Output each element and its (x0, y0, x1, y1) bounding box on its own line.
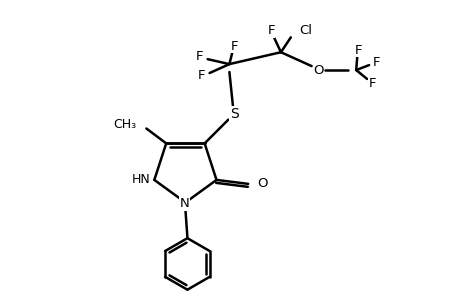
Text: F: F (197, 70, 205, 83)
Text: F: F (267, 24, 274, 37)
Text: CH₃: CH₃ (113, 118, 136, 131)
Text: Cl: Cl (298, 24, 311, 37)
Text: O: O (313, 64, 323, 76)
Text: F: F (368, 77, 375, 90)
Text: F: F (196, 50, 203, 63)
Text: O: O (257, 177, 267, 190)
Text: HN: HN (131, 173, 150, 186)
Text: N: N (179, 197, 189, 210)
Text: F: F (230, 40, 238, 53)
Text: S: S (230, 106, 238, 121)
Text: F: F (371, 56, 379, 69)
Text: F: F (354, 44, 361, 57)
